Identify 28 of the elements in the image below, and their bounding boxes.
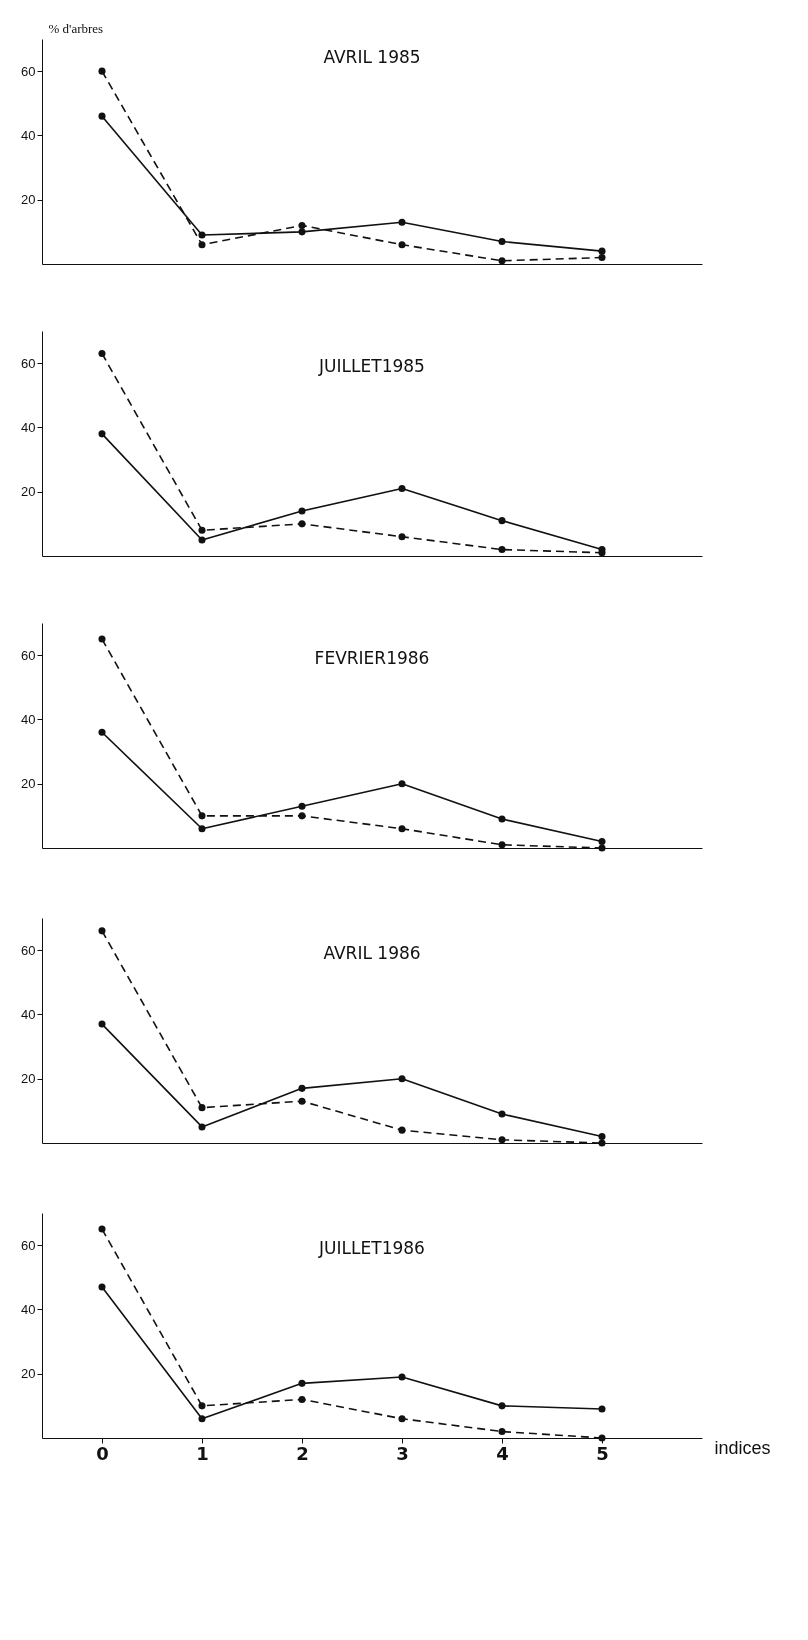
x-tick-label: 3 [396,1442,409,1464]
y-tick-label: 40 [21,711,36,727]
x-axis-title: indices [714,1437,771,1458]
y-tick-label: 60 [21,355,36,371]
x-tick-label: 1 [196,1442,209,1464]
x-tick-label: 5 [596,1442,609,1464]
y-tick-label: 40 [21,1301,36,1317]
y-tick-label: 20 [21,776,36,792]
y-tick-label: 40 [21,1006,36,1022]
text: AVRIL 1986 [323,943,421,963]
y-tick-label: 60 [21,63,36,79]
y-tick-label: 40 [21,127,36,143]
text: FEVRIER1986 [314,648,430,668]
y-tick-label: 60 [21,942,36,958]
text: AVRIL 1985 [323,47,421,67]
y-tick-label: 20 [21,192,36,208]
y-tick-label: 60 [21,647,36,663]
y-axis-title: % d'arbres [48,20,104,36]
y-tick-label: 20 [21,484,36,500]
x-tick-label: 0 [96,1442,109,1464]
text: JUILLET1986 [318,1238,425,1258]
text: JUILLET1985 [318,356,425,376]
x-tick-label: 4 [496,1442,509,1464]
x-tick-label: 2 [296,1442,309,1464]
y-tick-label: 20 [21,1366,36,1382]
y-tick-label: 60 [21,1237,36,1253]
y-tick-label: 20 [21,1071,36,1087]
y-tick-label: 40 [21,419,36,435]
